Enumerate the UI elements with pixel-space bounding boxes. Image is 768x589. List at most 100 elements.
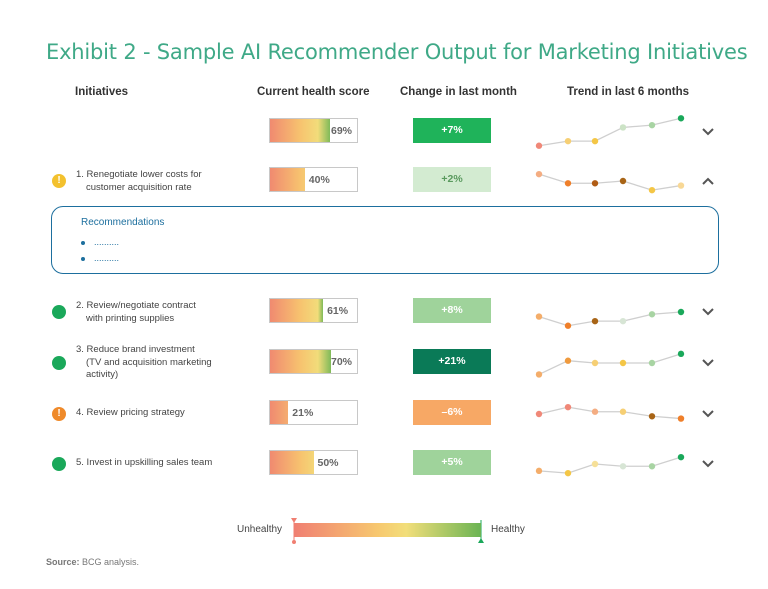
legend-min-dot bbox=[292, 540, 296, 544]
health-bar-fill bbox=[270, 451, 314, 474]
table-row-3: 3. Reduce brand investment (TV and acquis… bbox=[0, 343, 768, 383]
trend-point bbox=[592, 180, 598, 186]
recommendation-item: .......... bbox=[81, 253, 119, 263]
trend-point bbox=[536, 143, 542, 149]
trend-sparkline bbox=[530, 161, 690, 201]
trend-line bbox=[539, 354, 681, 375]
health-bar: 70% bbox=[269, 349, 358, 374]
healthy-status-icon bbox=[52, 305, 66, 319]
trend-point bbox=[565, 358, 571, 364]
table-row-overall: 69% +7% bbox=[0, 112, 768, 152]
table-row-4: ! 4. Review pricing strategy 21% –6% bbox=[0, 394, 768, 434]
trend-point bbox=[678, 454, 684, 460]
initiative-label-line: activity) bbox=[76, 369, 212, 382]
healthy-status-icon bbox=[52, 457, 66, 471]
initiative-label-line: (TV and acquisition marketing bbox=[76, 357, 212, 370]
trend-point bbox=[678, 415, 684, 421]
initiative-label-line: 3. Reduce brand investment bbox=[76, 344, 195, 355]
trend-point bbox=[649, 187, 655, 193]
legend-max-arrow-icon bbox=[478, 538, 484, 543]
trend-point bbox=[678, 115, 684, 121]
trend-point bbox=[536, 313, 542, 319]
chevron-up-icon[interactable] bbox=[700, 173, 716, 189]
table-row-2: 2. Review/negotiate contract with printin… bbox=[0, 292, 768, 332]
health-bar-fill bbox=[270, 168, 305, 191]
health-bar-fill bbox=[270, 119, 330, 142]
trend-point bbox=[536, 468, 542, 474]
exhibit-title: Exhibit 2 - Sample AI Recommender Output… bbox=[46, 40, 747, 64]
trend-point bbox=[678, 309, 684, 315]
health-value: 61% bbox=[327, 305, 348, 317]
trend-sparkline bbox=[530, 343, 690, 383]
source-label: Source: bbox=[46, 557, 80, 567]
chevron-down-icon[interactable] bbox=[700, 124, 716, 140]
trend-point bbox=[649, 413, 655, 419]
trend-point bbox=[592, 409, 598, 415]
trend-point bbox=[678, 182, 684, 188]
health-bar-fill bbox=[270, 350, 331, 373]
header-initiatives: Initiatives bbox=[75, 86, 128, 98]
trend-sparkline bbox=[530, 292, 690, 332]
warning-icon: ! bbox=[52, 407, 66, 421]
health-value: 70% bbox=[331, 356, 352, 368]
trend-point bbox=[620, 463, 626, 469]
trend-point bbox=[620, 409, 626, 415]
warning-icon: ! bbox=[52, 174, 66, 188]
chevron-down-icon[interactable] bbox=[700, 355, 716, 371]
trend-point bbox=[536, 411, 542, 417]
health-bar: 50% bbox=[269, 450, 358, 475]
trend-point bbox=[678, 351, 684, 357]
chevron-down-icon[interactable] bbox=[700, 304, 716, 320]
header-trend: Trend in last 6 months bbox=[567, 86, 689, 98]
initiative-label-line: 1. Renegotiate lower costs for bbox=[76, 169, 202, 180]
trend-point bbox=[536, 171, 542, 177]
table-row-1: ! 1. Renegotiate lower costs for customer… bbox=[0, 161, 768, 201]
change-badge: +21% bbox=[413, 349, 491, 374]
initiative-label: 3. Reduce brand investment (TV and acquis… bbox=[76, 344, 212, 382]
trend-sparkline bbox=[530, 444, 690, 484]
health-value: 69% bbox=[331, 125, 352, 137]
health-value: 40% bbox=[309, 174, 330, 186]
trend-line bbox=[539, 118, 681, 145]
source-text: BCG analysis. bbox=[82, 557, 139, 567]
recommendation-item: .......... bbox=[81, 237, 119, 247]
trend-point bbox=[649, 311, 655, 317]
initiative-label: 2. Review/negotiate contract with printin… bbox=[76, 300, 196, 325]
recommendation-text: .......... bbox=[94, 253, 119, 263]
trend-line bbox=[539, 407, 681, 418]
trend-sparkline bbox=[530, 394, 690, 434]
header-health: Current health score bbox=[257, 86, 369, 98]
recommendation-text: .......... bbox=[94, 237, 119, 247]
chevron-down-icon[interactable] bbox=[700, 456, 716, 472]
trend-point bbox=[620, 124, 626, 130]
trend-line bbox=[539, 174, 681, 190]
trend-point bbox=[649, 360, 655, 366]
trend-point bbox=[565, 323, 571, 329]
health-bar: 40% bbox=[269, 167, 358, 192]
bullet-icon bbox=[81, 241, 85, 245]
bullet-icon bbox=[81, 257, 85, 261]
initiative-label-line: 2. Review/negotiate contract bbox=[76, 300, 196, 311]
trend-sparkline bbox=[530, 112, 690, 152]
chevron-down-icon[interactable] bbox=[700, 406, 716, 422]
recommendations-panel: Recommendations .......... .......... bbox=[51, 206, 719, 274]
trend-point bbox=[620, 178, 626, 184]
change-badge: +2% bbox=[413, 167, 491, 192]
health-bar-fill bbox=[270, 401, 288, 424]
initiative-label: 5. Invest in upskilling sales team bbox=[76, 457, 212, 470]
recommendations-title: Recommendations bbox=[81, 217, 164, 228]
trend-point bbox=[592, 360, 598, 366]
legend-unhealthy: Unhealthy bbox=[237, 524, 282, 535]
legend-healthy: Healthy bbox=[491, 524, 525, 535]
change-badge: +7% bbox=[413, 118, 491, 143]
initiative-label: 4. Review pricing strategy bbox=[76, 407, 185, 420]
table-row-5: 5. Invest in upskilling sales team 50% +… bbox=[0, 444, 768, 484]
legend-gradient bbox=[294, 523, 481, 537]
trend-point bbox=[620, 318, 626, 324]
trend-point bbox=[565, 138, 571, 144]
trend-point bbox=[565, 404, 571, 410]
health-bar: 61% bbox=[269, 298, 358, 323]
trend-point bbox=[592, 138, 598, 144]
change-badge: –6% bbox=[413, 400, 491, 425]
health-value: 21% bbox=[292, 407, 313, 419]
